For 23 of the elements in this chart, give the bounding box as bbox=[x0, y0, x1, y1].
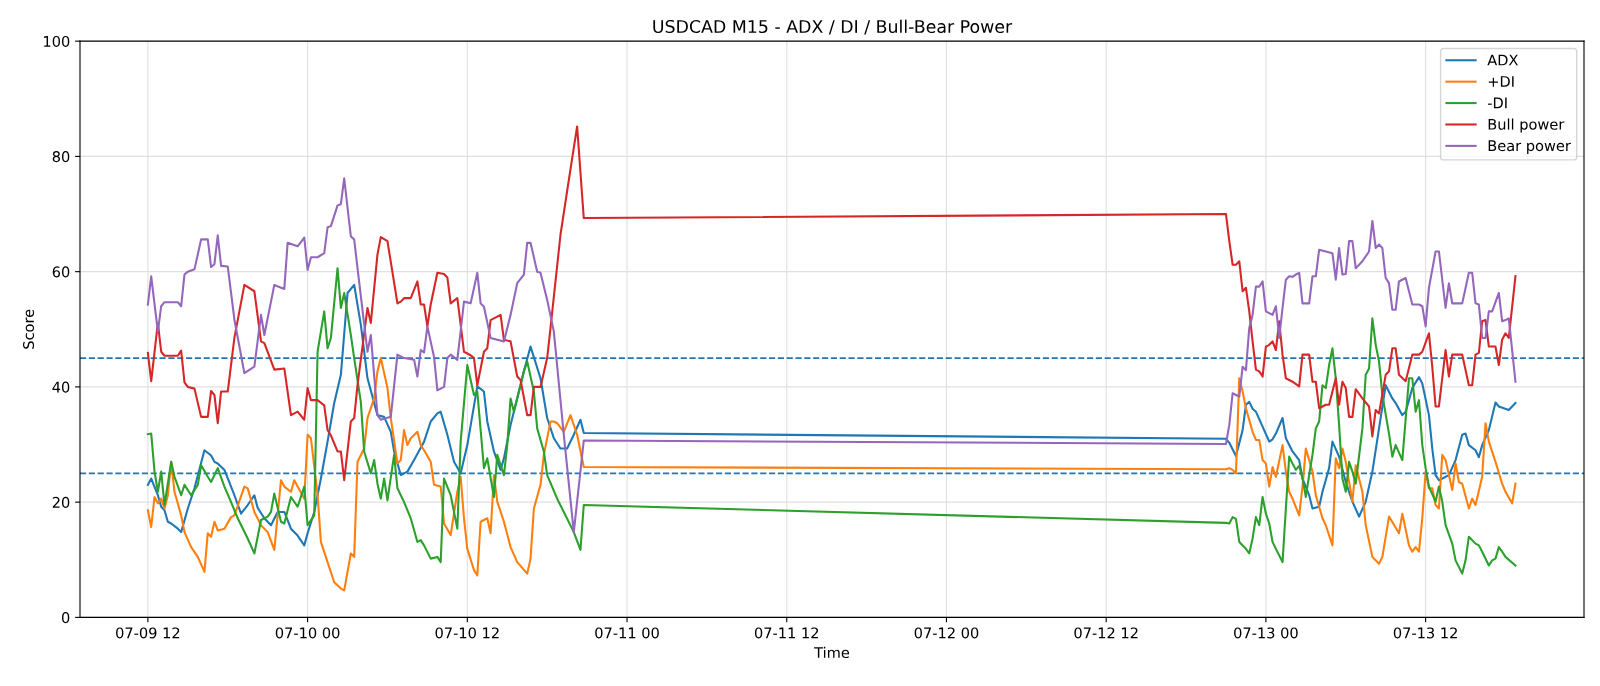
y-tick-label: 100 bbox=[44, 35, 70, 47]
y-tick-label: 0 bbox=[61, 612, 70, 624]
x-tick-label: 07-13 00 bbox=[1234, 627, 1298, 639]
legend-label: -DI bbox=[1487, 97, 1507, 109]
legend-label: +DI bbox=[1488, 76, 1514, 87]
x-tick-label: 07-12 00 bbox=[914, 627, 979, 639]
x-tick-label: 07-10 00 bbox=[275, 627, 340, 639]
x-tick-label: 07-11 00 bbox=[595, 627, 659, 639]
y-tick-label: 40 bbox=[52, 381, 70, 393]
legend-label: Bear power bbox=[1488, 140, 1571, 155]
y-tick-label: 60 bbox=[52, 266, 70, 278]
legend-label: Bull power bbox=[1488, 118, 1565, 133]
x-tick-label: 07-09 12 bbox=[116, 627, 180, 639]
x-tick-label: 07-12 12 bbox=[1074, 627, 1138, 639]
x-axis-title: Time bbox=[814, 646, 850, 659]
y-tick-label: 80 bbox=[52, 151, 70, 163]
chart-title: USDCAD M15 - ADX / DI / Bull-Bear Power bbox=[653, 19, 1013, 35]
y-tick-label: 20 bbox=[52, 496, 70, 508]
y-axis-title: Score bbox=[23, 309, 35, 349]
x-tick-label: 07-11 12 bbox=[754, 627, 819, 639]
x-tick-label: 07-13 12 bbox=[1393, 627, 1457, 639]
x-tick-label: 07-10 12 bbox=[435, 627, 499, 639]
legend-label: ADX bbox=[1487, 54, 1518, 66]
